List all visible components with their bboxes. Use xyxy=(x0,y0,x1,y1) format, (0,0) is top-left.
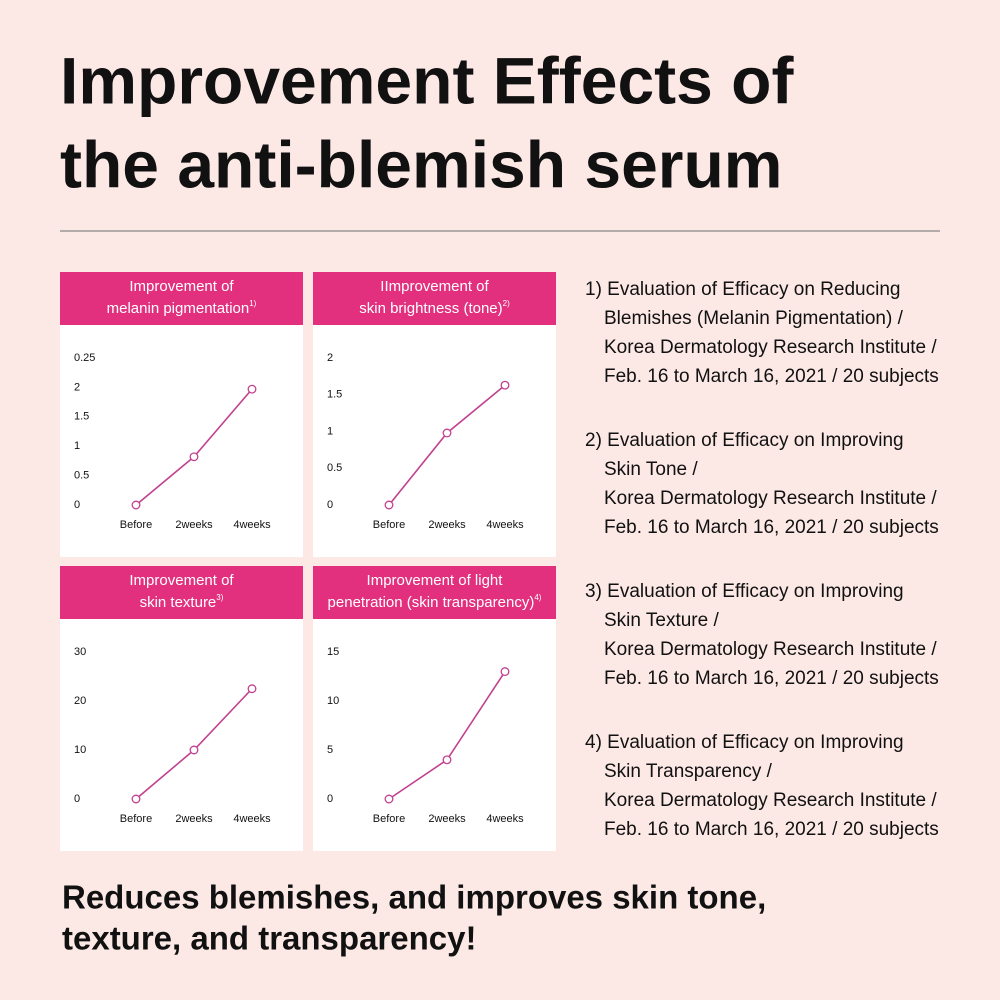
chart-title: melanin pigmentation1) xyxy=(107,299,257,317)
x-tick-label: 4weeks xyxy=(486,813,524,825)
chart-title-mark: 1) xyxy=(249,299,256,308)
note-line: Korea Dermatology Research Institute / xyxy=(604,337,937,358)
y-tick-label: 1.5 xyxy=(74,411,89,423)
chart-title: skin brightness (tone)2) xyxy=(359,299,510,317)
chart-title-text: skin brightness (tone) xyxy=(359,300,502,317)
x-tick-label: Before xyxy=(373,813,405,825)
y-tick-label: 1.5 xyxy=(327,389,342,401)
y-tick-label: 0 xyxy=(327,793,333,805)
chart-title: Improvement of xyxy=(129,278,234,295)
x-tick-label: Before xyxy=(120,813,152,825)
chart-header xyxy=(313,566,556,619)
note-line: Skin Transparency / xyxy=(604,761,773,782)
chart-title: skin texture3) xyxy=(140,593,224,611)
note-line: Korea Dermatology Research Institute / xyxy=(604,790,937,811)
y-tick-label: 0.5 xyxy=(327,462,342,474)
y-tick-label: 2 xyxy=(74,381,80,393)
chart-title: Improvement of light xyxy=(367,572,504,589)
data-point xyxy=(442,755,452,765)
data-point xyxy=(500,667,510,677)
note-line: 2) Evaluation of Efficacy on Improving xyxy=(585,430,904,451)
data-point xyxy=(500,380,510,390)
note-line: 3) Evaluation of Efficacy on Improving xyxy=(585,581,904,602)
note-line: Feb. 16 to March 16, 2021 / 20 subjects xyxy=(604,668,939,689)
note-line: Blemishes (Melanin Pigmentation) / xyxy=(604,308,904,329)
chart-title-mark: 3) xyxy=(216,593,223,602)
data-point xyxy=(384,500,394,510)
note-line: Feb. 16 to March 16, 2021 / 20 subjects xyxy=(604,517,939,538)
y-tick-label: 20 xyxy=(74,695,86,707)
data-point xyxy=(442,428,452,438)
data-point xyxy=(247,384,257,394)
data-point xyxy=(384,794,394,804)
x-tick-label: 4weeks xyxy=(233,519,271,531)
chart-title-text: skin texture xyxy=(140,594,217,611)
chart-title-text: melanin pigmentation xyxy=(107,300,250,317)
y-tick-label: 2 xyxy=(327,352,333,364)
data-point xyxy=(189,452,199,462)
x-tick-label: Before xyxy=(120,519,152,531)
y-tick-label: 0.5 xyxy=(74,470,89,482)
chart-title: IImprovement of xyxy=(380,278,489,295)
x-tick-label: 4weeks xyxy=(486,519,524,531)
chart-header xyxy=(60,566,303,619)
x-tick-label: 2weeks xyxy=(428,813,466,825)
y-tick-label: 10 xyxy=(327,695,339,707)
y-tick-label: 0 xyxy=(327,499,333,511)
y-tick-label: 30 xyxy=(74,646,86,658)
note-line: Skin Texture / xyxy=(604,610,719,631)
y-tick-label: 0.25 xyxy=(74,352,95,364)
data-point xyxy=(247,684,257,694)
data-point xyxy=(131,794,141,804)
x-tick-label: 2weeks xyxy=(428,519,466,531)
note-line: Feb. 16 to March 16, 2021 / 20 subjects xyxy=(604,366,939,387)
title-line: Improvement Effects of xyxy=(60,43,794,117)
footer-line: texture, and transparency! xyxy=(62,920,476,957)
y-tick-label: 15 xyxy=(327,646,339,658)
chart-title: penetration (skin transparency)4) xyxy=(328,593,542,611)
x-tick-label: 2weeks xyxy=(175,813,213,825)
chart-title: Improvement of xyxy=(129,572,234,589)
chart-header xyxy=(313,272,556,325)
data-point xyxy=(131,500,141,510)
y-tick-label: 1 xyxy=(327,425,333,437)
chart-header xyxy=(60,272,303,325)
y-tick-label: 0 xyxy=(74,793,80,805)
x-tick-label: 4weeks xyxy=(233,813,271,825)
chart-title-text: penetration (skin transparency) xyxy=(328,594,535,611)
note-line: Korea Dermatology Research Institute / xyxy=(604,488,937,509)
chart-title-mark: 4) xyxy=(534,593,541,602)
footer-line: Reduces blemishes, and improves skin ton… xyxy=(62,879,766,916)
y-tick-label: 10 xyxy=(74,744,86,756)
y-tick-label: 1 xyxy=(74,440,80,452)
note-line: 4) Evaluation of Efficacy on Improving xyxy=(585,732,904,753)
data-point xyxy=(189,745,199,755)
note-line: Korea Dermatology Research Institute / xyxy=(604,639,937,660)
title-line: the anti-blemish serum xyxy=(60,127,783,201)
note-line: Skin Tone / xyxy=(604,459,698,480)
y-tick-label: 5 xyxy=(327,744,333,756)
x-tick-label: 2weeks xyxy=(175,519,213,531)
chart-title-mark: 2) xyxy=(503,299,510,308)
note-line: Feb. 16 to March 16, 2021 / 20 subjects xyxy=(604,819,939,840)
y-tick-label: 0 xyxy=(74,499,80,511)
note-line: 1) Evaluation of Efficacy on Reducing xyxy=(585,279,900,300)
x-tick-label: Before xyxy=(373,519,405,531)
